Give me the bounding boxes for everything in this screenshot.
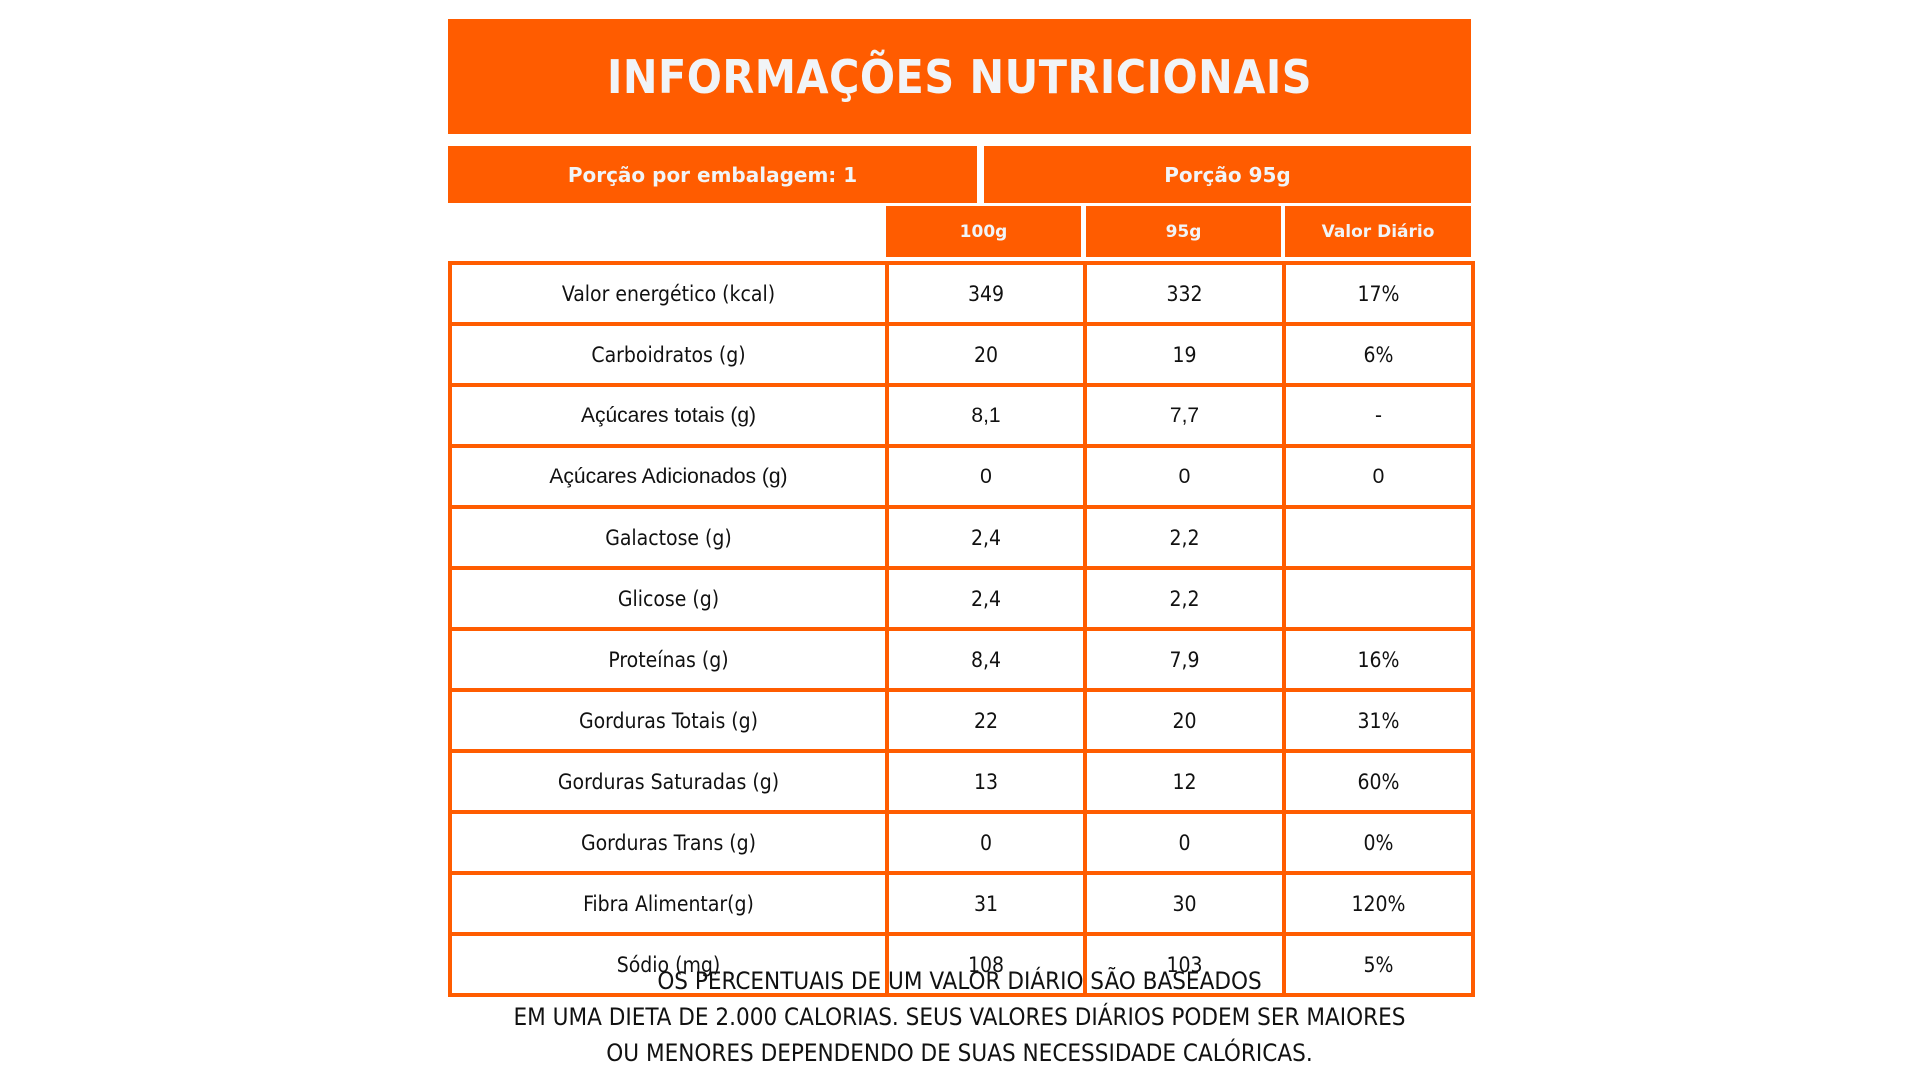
value-100g: 8,4: [885, 627, 1087, 692]
value-100g: 2,4: [885, 566, 1087, 631]
value-100g: 0: [885, 444, 1087, 509]
value-95g: 12: [1083, 749, 1286, 814]
nutrient-label: Proteínas (g): [448, 627, 889, 692]
title-banner: INFORMAÇÕES NUTRICIONAIS: [448, 19, 1471, 134]
nutrient-label: Sódio (mg): [448, 932, 889, 997]
table-row: Açúcares Adicionados (g) 0 0 0: [448, 444, 1475, 509]
table-row: Valor energético (kcal) 349 332 17%: [448, 261, 1475, 326]
value-100g: 0: [885, 810, 1087, 875]
column-header-100g: 100g: [886, 206, 1081, 257]
nutrient-label: Gorduras Saturadas (g): [448, 749, 889, 814]
table-row: Proteínas (g) 8,4 7,9 16%: [448, 627, 1475, 692]
daily-value: 0: [1282, 444, 1475, 509]
daily-value: 17%: [1282, 261, 1475, 326]
value-100g: 13: [885, 749, 1087, 814]
daily-value: 6%: [1282, 322, 1475, 387]
column-header-daily-value: Valor Diário: [1285, 206, 1471, 257]
value-100g: 108: [885, 932, 1087, 997]
table-row: Glicose (g) 2,4 2,2: [448, 566, 1475, 631]
value-95g: 332: [1083, 261, 1286, 326]
daily-value: 16%: [1282, 627, 1475, 692]
nutrient-label: Glicose (g): [448, 566, 889, 631]
nutrient-label: Gorduras Totais (g): [448, 688, 889, 753]
table-row: Gorduras Totais (g) 22 20 31%: [448, 688, 1475, 753]
nutrient-label: Açúcares totais (g): [448, 383, 889, 448]
servings-per-package: Porção por embalagem: 1: [448, 146, 977, 203]
value-95g: 7,7: [1083, 383, 1286, 448]
value-95g: 103: [1083, 932, 1286, 997]
page-title: INFORMAÇÕES NUTRICIONAIS: [606, 49, 1313, 104]
column-header-95g: 95g: [1086, 206, 1281, 257]
daily-value: 5%: [1282, 932, 1475, 997]
value-100g: 22: [885, 688, 1087, 753]
table-row: Carboidratos (g) 20 19 6%: [448, 322, 1475, 387]
daily-value: 60%: [1282, 749, 1475, 814]
nutrient-label: Galactose (g): [448, 505, 889, 570]
daily-value-footnote: OS PERCENTUAIS DE UM VALOR DIÁRIO SÃO BA…: [448, 963, 1471, 1071]
table-row: Gorduras Saturadas (g) 13 12 60%: [448, 749, 1475, 814]
table-row: Sódio (mg) 108 103 5%: [448, 932, 1475, 997]
footnote-line: OU MENORES DEPENDENDO DE SUAS NECESSIDAD…: [606, 1039, 1313, 1067]
value-95g: 2,2: [1083, 505, 1286, 570]
portion-size: Porção 95g: [984, 146, 1471, 203]
value-95g: 0: [1083, 810, 1286, 875]
nutrient-label: Fibra Alimentar(g): [448, 871, 889, 936]
table-row: Fibra Alimentar(g) 31 30 120%: [448, 871, 1475, 936]
nutrient-label: Carboidratos (g): [448, 322, 889, 387]
footnote-line: OS PERCENTUAIS DE UM VALOR DIÁRIO SÃO BA…: [657, 967, 1262, 995]
daily-value: 0%: [1282, 810, 1475, 875]
daily-value: -: [1282, 383, 1475, 448]
value-100g: 2,4: [885, 505, 1087, 570]
table-row: Açúcares totais (g) 8,1 7,7 -: [448, 383, 1475, 448]
value-95g: 19: [1083, 322, 1286, 387]
daily-value: [1282, 566, 1475, 631]
daily-value: [1282, 505, 1475, 570]
value-100g: 20: [885, 322, 1087, 387]
value-95g: 30: [1083, 871, 1286, 936]
table-row: Gorduras Trans (g) 0 0 0%: [448, 810, 1475, 875]
nutrient-label: Valor energético (kcal): [448, 261, 889, 326]
nutrition-table: Valor energético (kcal) 349 332 17% Carb…: [448, 261, 1475, 997]
nutrient-label: Gorduras Trans (g): [448, 810, 889, 875]
daily-value: 120%: [1282, 871, 1475, 936]
table-row: Galactose (g) 2,4 2,2: [448, 505, 1475, 570]
footnote-line: EM UMA DIETA DE 2.000 CALORIAS. SEUS VAL…: [513, 1003, 1406, 1031]
value-100g: 31: [885, 871, 1087, 936]
value-95g: 20: [1083, 688, 1286, 753]
value-95g: 7,9: [1083, 627, 1286, 692]
value-95g: 0: [1083, 444, 1286, 509]
value-100g: 8,1: [885, 383, 1087, 448]
value-95g: 2,2: [1083, 566, 1286, 631]
value-100g: 349: [885, 261, 1087, 326]
nutrient-label: Açúcares Adicionados (g): [448, 444, 889, 509]
daily-value: 31%: [1282, 688, 1475, 753]
